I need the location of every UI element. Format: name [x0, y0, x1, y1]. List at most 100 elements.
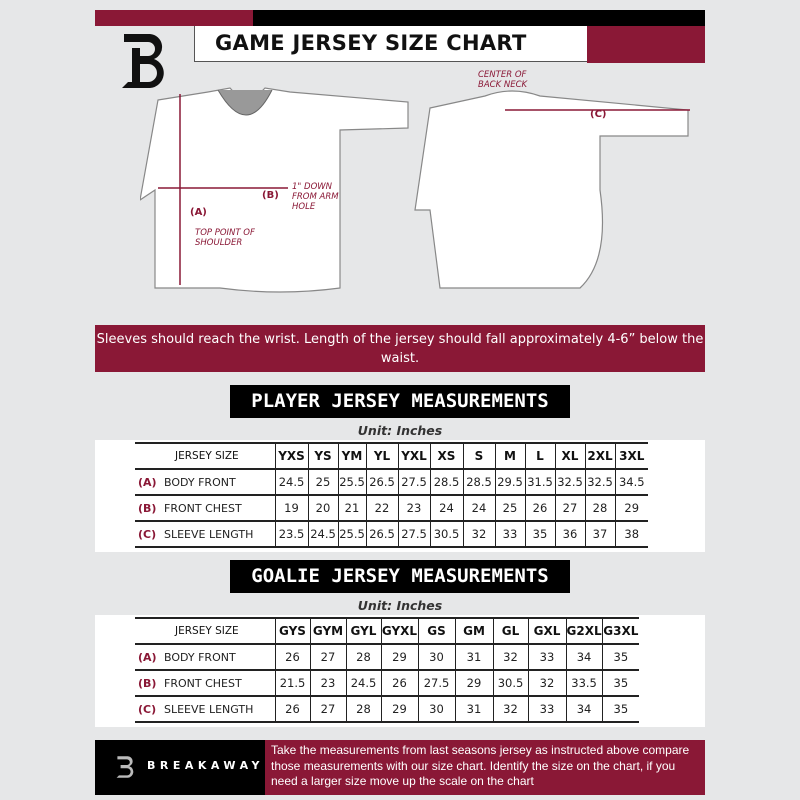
table-cell: 28 [584, 495, 615, 522]
table-cell: 23 [309, 670, 346, 697]
row-name: FRONT CHEST [164, 501, 242, 515]
table-cell: 23 [397, 495, 430, 522]
table-cell: 28 [345, 644, 381, 671]
row-letter: (A) [138, 650, 157, 664]
table-cell: 31.5 [524, 469, 555, 496]
back-jersey-outline [414, 90, 689, 289]
table-cell: 24.5 [307, 521, 338, 548]
table-cell: 25 [307, 469, 338, 496]
row-label: (A) BODY FRONT [135, 469, 275, 496]
table-row: (B) FRONT CHEST 19 20 21 22 23 24 24 25 26 27 28 29 [135, 495, 648, 522]
row-name: FRONT CHEST [164, 676, 242, 690]
size-header: G2XL [565, 617, 603, 645]
collar-icon [217, 89, 273, 116]
player-unit: Unit: Inches [357, 423, 443, 438]
table-cell: 27 [309, 644, 346, 671]
row-letter: (C) [138, 527, 157, 541]
table-cell: 25 [494, 495, 525, 522]
table-cell: 26.5 [365, 469, 398, 496]
table-cell: 32 [462, 521, 495, 548]
table-cell: 36 [554, 521, 585, 548]
table-cell: 29 [454, 670, 493, 697]
row-name: SLEEVE LENGTH [164, 527, 254, 541]
table-row: (B) FRONT CHEST 21.5 23 24.5 26 27.5 29 30.5 32 33… [135, 670, 640, 697]
table-cell: 26.5 [365, 521, 398, 548]
footer-brand-name: BREAKAWAY [147, 759, 264, 772]
goalie-table-panel: JERSEY SIZE GYS GYM GYL GYXL GS GM GL GXL G2XL G3X… [95, 615, 705, 727]
goalie-unit: Unit: Inches [357, 598, 443, 613]
row-label: (C) SLEEVE LENGTH [135, 696, 275, 723]
row-letter: (B) [138, 501, 157, 515]
row-label: (B) FRONT CHEST [135, 495, 275, 522]
table-row: (C) SLEEVE LENGTH 26 27 28 29 30 31 32 33 34 35 [135, 696, 640, 723]
goalie-size-table: JERSEY SIZE GYS GYM GYL GYXL GS GM GL GXL G2XL G3X… [135, 617, 640, 723]
fit-guidance-banner: Sleeves should reach the wrist. Length o… [95, 325, 705, 372]
size-header: M [494, 442, 525, 470]
row-name: SLEEVE LENGTH [164, 702, 254, 716]
table-cell: 33 [527, 644, 566, 671]
player-section-title: PLAYER JERSEY MEASUREMENTS [230, 385, 570, 418]
player-table-panel: JERSEY SIZE YXS YS YM YL YXL XS S M L XL 2XL 3XL (A) B… [95, 440, 705, 552]
table-cell: 29 [380, 696, 418, 723]
size-header: GXL [527, 617, 566, 645]
size-header: GL [492, 617, 528, 645]
table-cell: 35 [524, 521, 555, 548]
table-cell: 30 [417, 644, 455, 671]
size-header: GYS [274, 617, 310, 645]
size-header: S [462, 442, 495, 470]
table-cell: 26 [274, 644, 310, 671]
goalie-section-title: GOALIE JERSEY MEASUREMENTS [230, 560, 570, 593]
table-cell: 35 [601, 696, 640, 723]
table-cell: 24.5 [345, 670, 381, 697]
table-cell: 32.5 [554, 469, 585, 496]
table-cell: 29.5 [494, 469, 525, 496]
size-header: YS [307, 442, 338, 470]
row-label: (C) SLEEVE LENGTH [135, 521, 275, 548]
size-header: GYM [309, 617, 346, 645]
table-cell: 38 [614, 521, 648, 548]
title-accent-block [587, 26, 705, 63]
size-header: XL [554, 442, 585, 470]
table-cell: 21 [337, 495, 366, 522]
table-cell: 27.5 [417, 670, 455, 697]
footer-instructions: Take the measurements from last seasons … [265, 740, 705, 795]
table-cell: 26 [274, 696, 310, 723]
label-c: (C) [590, 109, 607, 120]
table-cell: 31 [454, 644, 493, 671]
table-cell: 28.5 [462, 469, 495, 496]
header-label: JERSEY SIZE [135, 617, 275, 645]
row-name: BODY FRONT [164, 650, 236, 664]
table-cell: 32 [527, 670, 566, 697]
size-header: L [524, 442, 555, 470]
table-cell: 32 [492, 644, 528, 671]
table-cell: 23.5 [274, 521, 308, 548]
table-cell: 27.5 [397, 469, 430, 496]
table-cell: 33 [527, 696, 566, 723]
table-cell: 26 [524, 495, 555, 522]
label-a: (A) [190, 207, 207, 218]
label-center-back-neck: CENTER OF BACK NECK [478, 70, 528, 90]
size-header: G3XL [601, 617, 640, 645]
table-cell: 26 [380, 670, 418, 697]
table-row: (A) BODY FRONT 24.5 25 25.5 26.5 27.5 28.5 28.5 2… [135, 469, 648, 496]
table-cell: 30 [417, 696, 455, 723]
table-cell: 35 [601, 670, 640, 697]
table-cell: 34 [565, 696, 603, 723]
table-header-row: JERSEY SIZE YXS YS YM YL YXL XS S M L XL 2XL 3XL [135, 442, 648, 470]
size-header: GM [454, 617, 493, 645]
size-header: XS [429, 442, 463, 470]
footer-brand-block: BREAKAWAY [95, 740, 265, 795]
page-title: GAME JERSEY SIZE CHART [215, 31, 527, 55]
table-cell: 24 [462, 495, 495, 522]
table-cell: 35 [601, 644, 640, 671]
table-cell: 30.5 [492, 670, 528, 697]
table-cell: 33 [494, 521, 525, 548]
table-cell: 27.5 [397, 521, 430, 548]
table-cell: 30.5 [429, 521, 463, 548]
size-header: YM [337, 442, 366, 470]
header-label: JERSEY SIZE [135, 442, 275, 470]
table-cell: 33.5 [565, 670, 603, 697]
label-b: (B) [262, 190, 279, 201]
size-header: YL [365, 442, 398, 470]
row-letter: (A) [138, 475, 157, 489]
